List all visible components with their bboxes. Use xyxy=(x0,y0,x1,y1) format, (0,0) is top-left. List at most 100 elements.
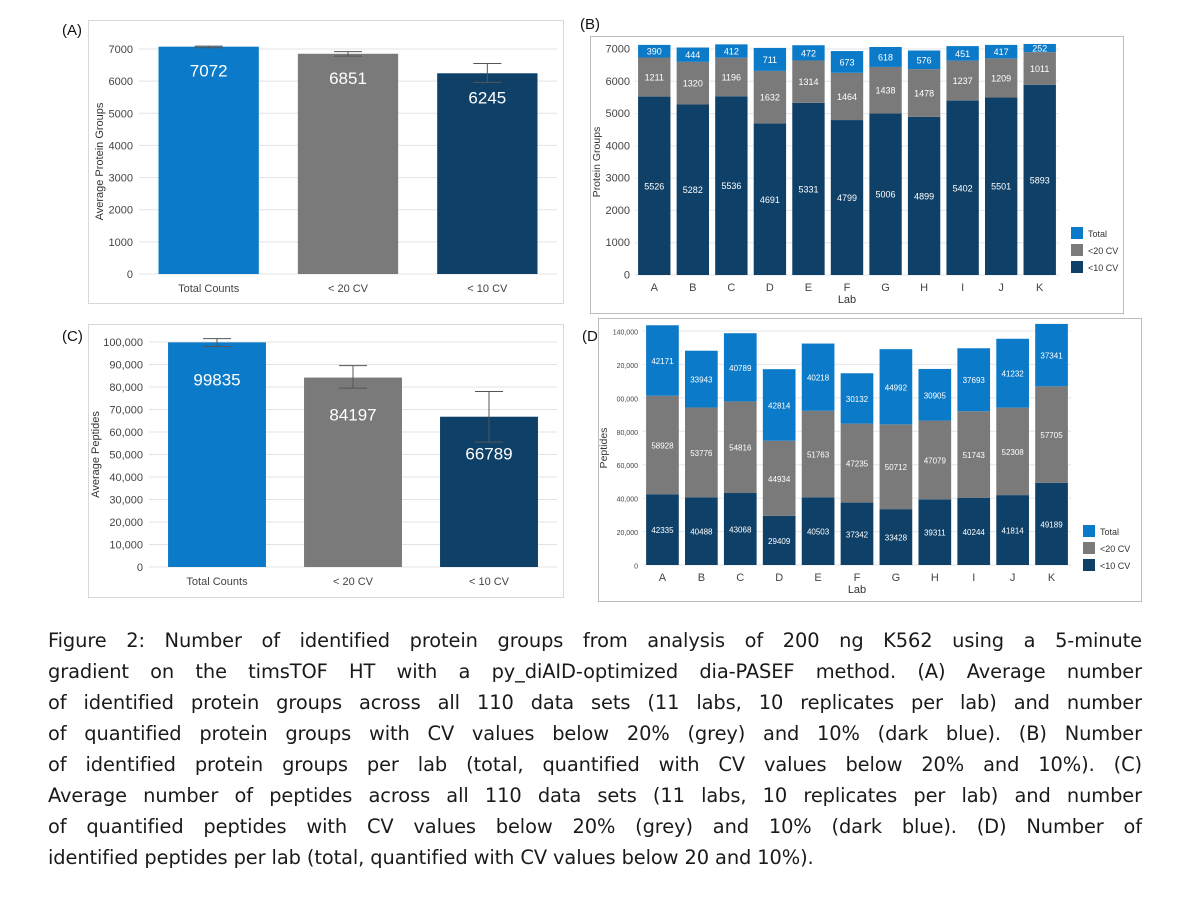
chart-b-bar-segment-20cv xyxy=(792,60,825,103)
chart-a-value-label: 6245 xyxy=(468,88,506,107)
chart-d-bar-segment-10cv xyxy=(957,497,991,565)
chart-b-segment-label: 1237 xyxy=(953,76,973,86)
chart-d-category-label: C xyxy=(736,572,744,584)
chart-b-bar-segment-total xyxy=(792,45,825,61)
chart-d-legend-label: <10 CV xyxy=(1100,561,1130,571)
chart-d-category-label: D xyxy=(775,572,783,584)
chart-d-segment-label: 43068 xyxy=(729,526,752,535)
chart-d-bar-segment-total xyxy=(957,348,991,412)
panel-label-b: (B) xyxy=(580,16,600,33)
chart-b-segment-label: 4799 xyxy=(837,193,857,203)
chart-a-value-label: 6851 xyxy=(329,69,367,88)
chart-d-segment-label: 50712 xyxy=(885,463,908,472)
chart-b-segment-label: 1209 xyxy=(991,73,1011,83)
chart-c-value-label: 84197 xyxy=(329,406,376,425)
chart-b-bar-segment-10cv xyxy=(792,102,825,275)
chart-b-legend-swatch xyxy=(1071,244,1083,256)
chart-d-bar-segment-10cv xyxy=(1035,482,1068,565)
chart-d-bar-segment-20cv xyxy=(1035,386,1068,483)
chart-a-ytick-label: 7000 xyxy=(109,44,133,56)
caption-line-4: of quantified protein groups with CV val… xyxy=(48,722,1142,745)
chart-b-category-label: C xyxy=(727,282,735,294)
chart-d-bar-segment-20cv xyxy=(723,401,757,494)
chart-d-bar-segment-total xyxy=(1035,323,1068,387)
chart-b-segment-label: 5331 xyxy=(798,184,818,194)
chart-d-category-label: G xyxy=(892,572,901,584)
chart-c-category-label: Total Counts xyxy=(186,576,248,588)
chart-d-segment-label: 30905 xyxy=(924,391,947,400)
chart-b-bar-segment-total xyxy=(638,44,671,58)
chart-b-segment-label: 1211 xyxy=(645,73,664,83)
chart-b-x-axis-label: Lab xyxy=(838,294,856,306)
chart-d-segment-label: 47235 xyxy=(846,460,869,469)
chart-b-bar-segment-10cv xyxy=(638,96,671,275)
chart-b-segment-label: 4691 xyxy=(760,195,780,205)
chart-c-ytick-label: 100,000 xyxy=(103,337,143,349)
chart-c-ytick-label: 30,000 xyxy=(109,495,143,507)
chart-d-category-label: B xyxy=(698,572,705,584)
chart-a-ytick-label: 0 xyxy=(127,269,133,281)
chart-b-bar-segment-20cv xyxy=(830,72,864,121)
chart-d-segment-label: 37341 xyxy=(1040,352,1063,361)
chart-b-segment-label: 5402 xyxy=(953,183,973,193)
chart-c-svg: 0 10,000 20,000 30,000 40,000 50,000 60,000 70,… xyxy=(90,337,557,588)
chart-b-bar-segment-total xyxy=(984,44,1018,59)
chart-b-ytick-label: 3000 xyxy=(606,173,630,185)
chart-d-bar-segment-20cv xyxy=(762,440,796,516)
chart-d-category-label: H xyxy=(931,572,939,584)
chart-a-category-label: < 10 CV xyxy=(467,283,508,295)
chart-d-bar-segment-total xyxy=(918,368,952,421)
chart-b-segment-label: 451 xyxy=(955,49,970,59)
chart-b-bar-segment-20cv xyxy=(715,57,748,97)
chart-d-segment-label: 30132 xyxy=(846,395,869,404)
chart-b-legend-label: <20 CV xyxy=(1088,246,1118,256)
chart-b-segment-label: 673 xyxy=(839,57,854,67)
chart-d-bar-segment-total xyxy=(685,350,718,408)
chart-d-bar-segment-20cv xyxy=(840,423,874,503)
chart-b-bar-segment-20cv xyxy=(638,57,671,97)
chart-b-bar-segment-10cv xyxy=(907,116,941,276)
chart-a-category-label: < 20 CV xyxy=(328,283,369,295)
chart-d-bar-segment-total xyxy=(801,343,835,411)
chart-d-x-axis-label: Lab xyxy=(848,584,866,596)
chart-b-svg: 0 1000 2000 3000 4000 5000 6000 7000 5526 1211 390… xyxy=(591,43,1118,307)
chart-d-category-label: A xyxy=(659,572,667,584)
chart-d-ytick-label: 40,000 xyxy=(617,497,639,504)
chart-panel-a: 0 1000 2000 3000 4000 5000 6000 7000 7072 Total C… xyxy=(88,20,564,304)
chart-c-category-label: < 20 CV xyxy=(333,576,374,588)
chart-d-segment-label: 42335 xyxy=(651,526,674,535)
chart-panel-b: 0 1000 2000 3000 4000 5000 6000 7000 5526 1211 390… xyxy=(590,36,1124,314)
chart-d-bar-segment-10cv xyxy=(723,493,757,565)
chart-b-bar-segment-total xyxy=(1023,43,1056,53)
chart-d-bar-segment-10cv xyxy=(996,495,1029,565)
chart-d-bar-segment-total xyxy=(646,325,679,396)
chart-b-bar-segment-20cv xyxy=(753,70,787,124)
chart-b-segment-label: 711 xyxy=(763,55,777,65)
caption-line-7: of quantified peptides with CV values be… xyxy=(48,815,1142,838)
chart-d-segment-label: 53776 xyxy=(690,449,713,458)
chart-b-segment-label: 390 xyxy=(647,47,662,57)
chart-b-bar-segment-20cv xyxy=(1023,52,1056,85)
chart-d-svg: 0 20,000 40,000 60,000 80,000 00,000 20,000 140… xyxy=(598,323,1130,596)
chart-d-legend-label: Total xyxy=(1100,527,1119,537)
chart-c-y-axis-label: Average Peptides xyxy=(90,411,102,498)
chart-b-category-label: H xyxy=(920,282,928,294)
chart-b-bar-segment-10cv xyxy=(753,123,787,275)
chart-a-bar xyxy=(297,53,399,274)
caption-line-3: of identified protein groups across all … xyxy=(48,691,1142,714)
caption-line-1: Figure 2: Number of identified protein g… xyxy=(48,625,1142,656)
chart-a-ytick-label: 3000 xyxy=(109,173,133,185)
chart-a-value-label: 7072 xyxy=(190,62,228,81)
chart-c-ytick-label: 90,000 xyxy=(109,360,143,372)
chart-b-segment-label: 1632 xyxy=(760,93,780,103)
chart-b-bar-segment-10cv xyxy=(869,113,902,275)
chart-b-ytick-label: 1000 xyxy=(606,237,630,249)
chart-c-ytick-label: 70,000 xyxy=(109,405,143,417)
chart-d-segment-label: 40244 xyxy=(963,528,986,537)
chart-b-segment-label: 1011 xyxy=(1030,64,1049,74)
chart-d-bar-segment-20cv xyxy=(646,395,679,495)
chart-panel-d: 0 20,000 40,000 60,000 80,000 00,000 20,000 140… xyxy=(598,318,1142,602)
chart-d-segment-label: 47079 xyxy=(924,456,947,465)
chart-b-ytick-label: 0 xyxy=(624,270,630,282)
chart-b-bar-segment-total xyxy=(753,47,787,71)
